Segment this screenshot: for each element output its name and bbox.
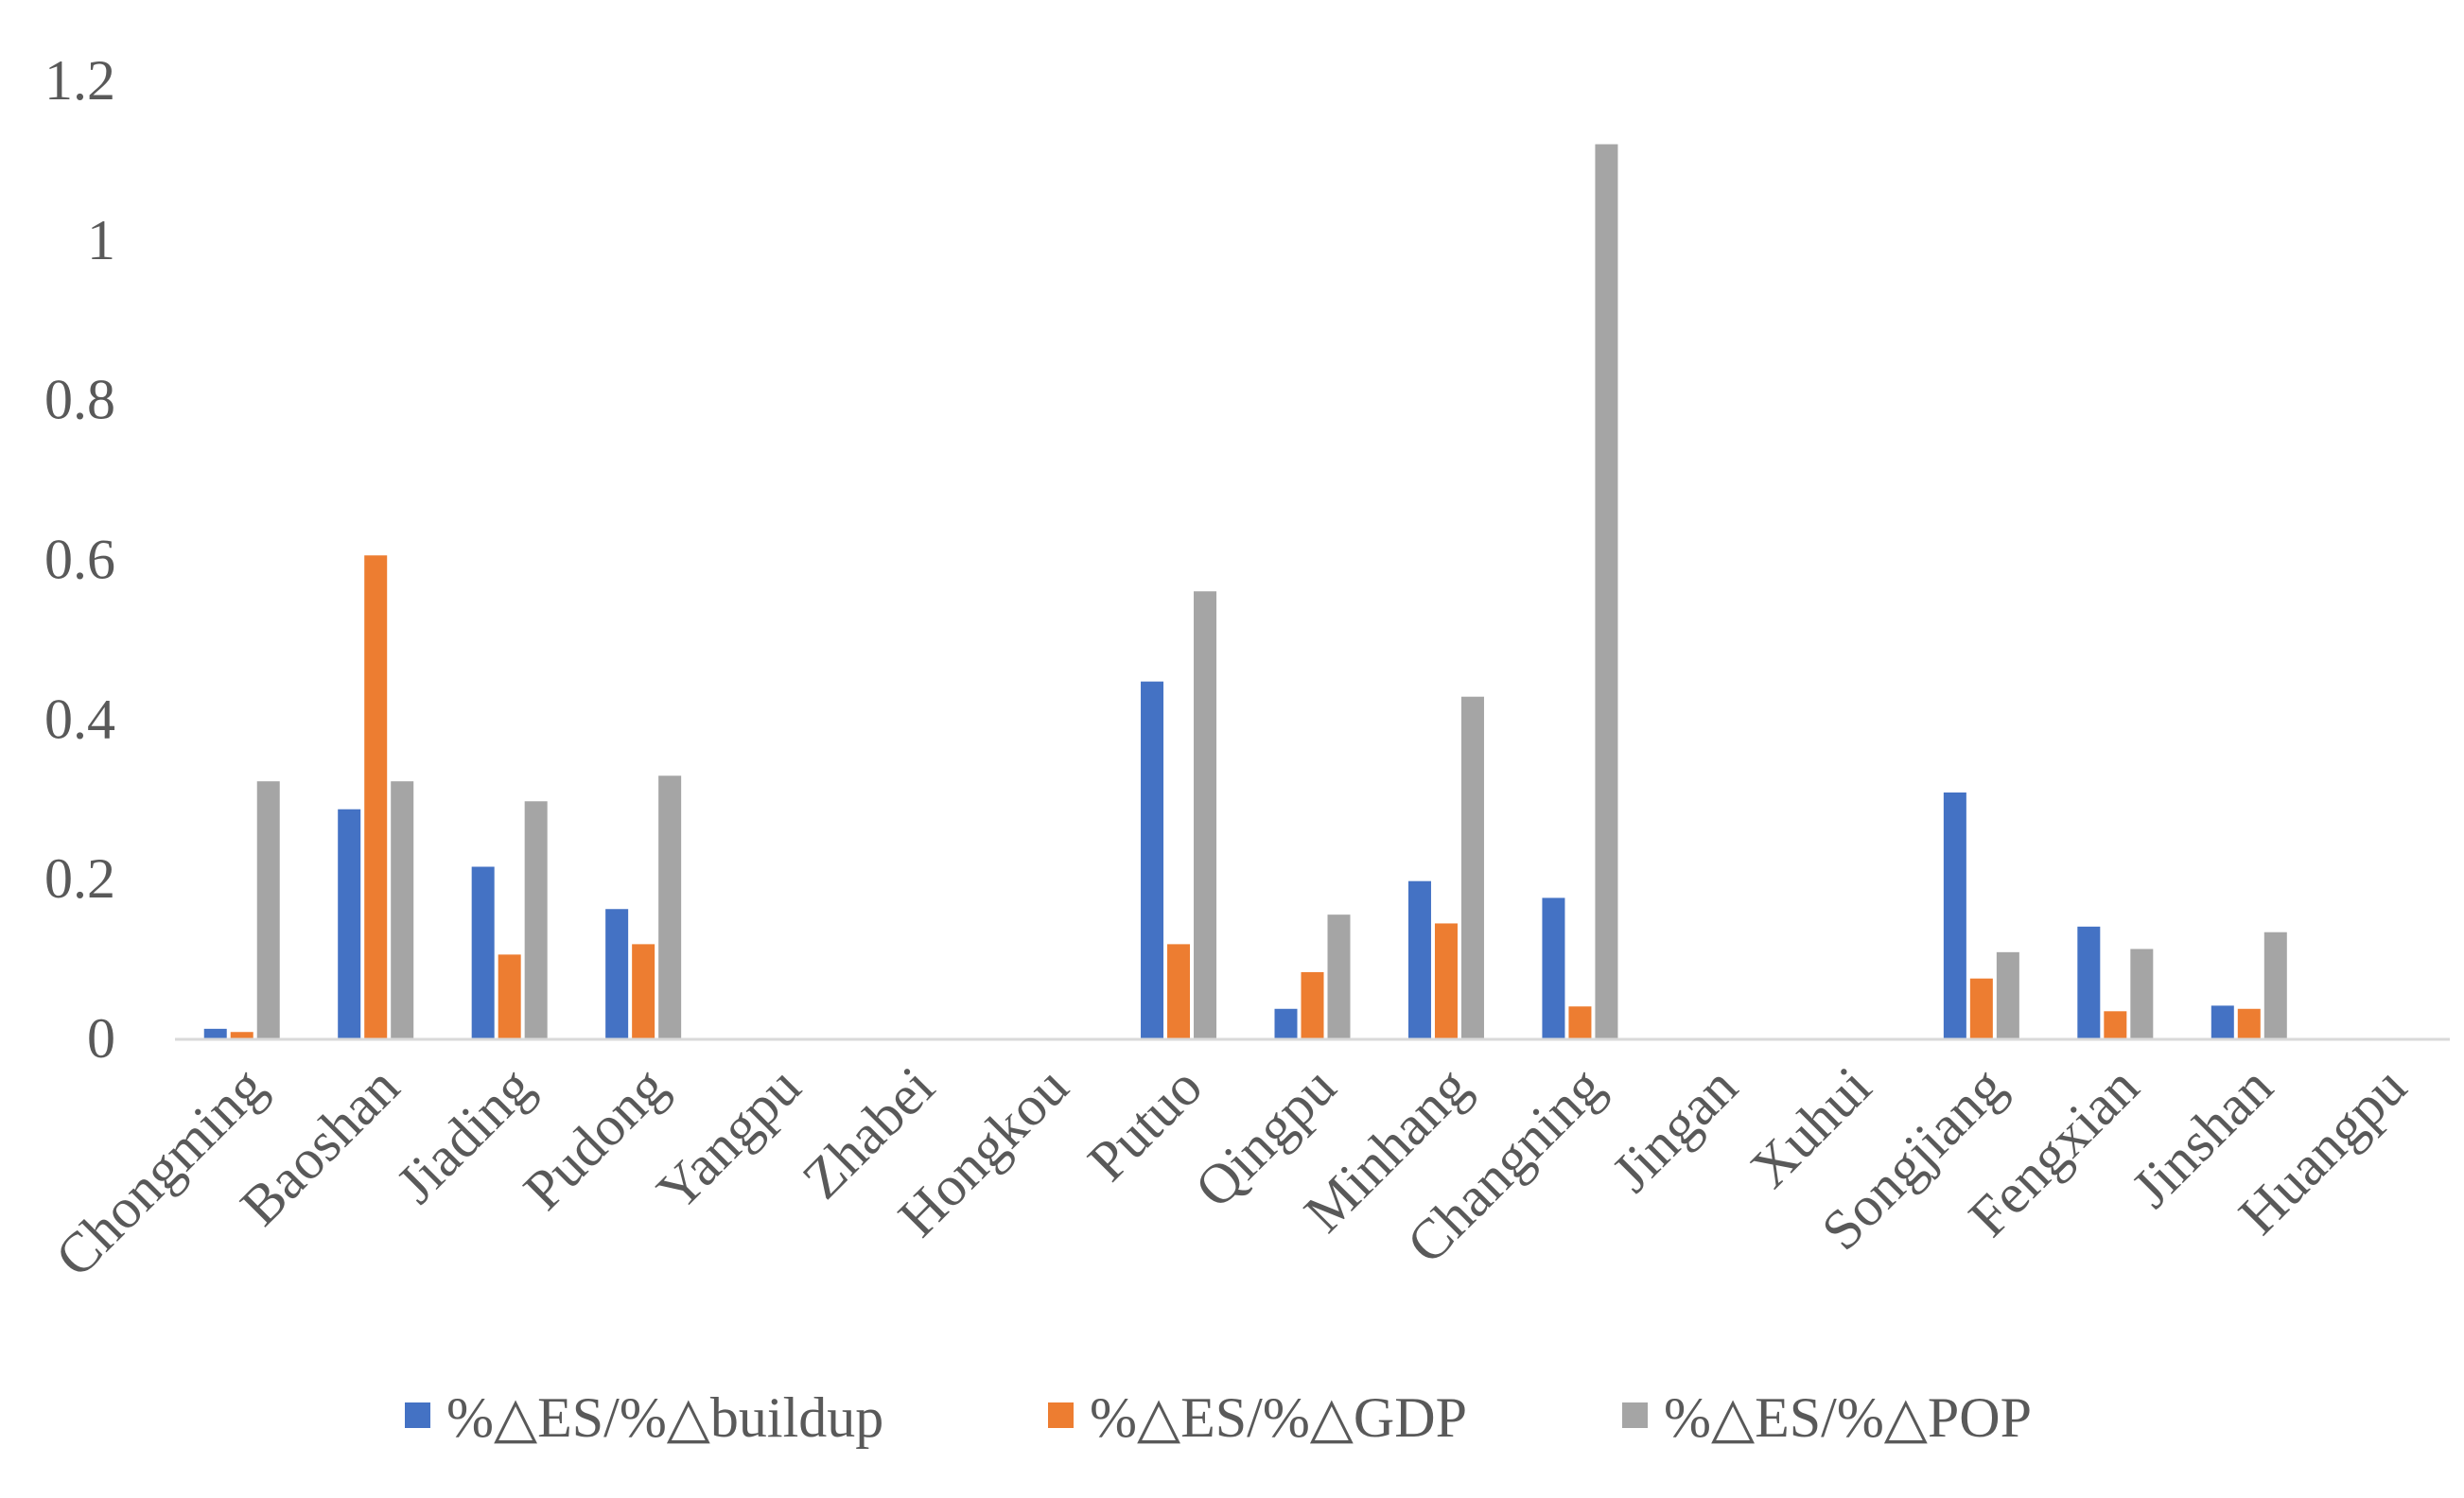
- bar: [1141, 681, 1164, 1038]
- y-tick-label: 1: [87, 209, 115, 271]
- y-tick-label: 0.2: [44, 847, 115, 910]
- bar: [658, 775, 682, 1038]
- x-tick-label: Jingan: [1600, 1055, 1749, 1204]
- bar: [498, 954, 521, 1038]
- y-tick-label: 1.2: [44, 49, 115, 112]
- legend-label: %△ES/%△GDP: [1090, 1386, 1467, 1449]
- bar: [203, 1028, 227, 1038]
- bar: [1460, 696, 1484, 1038]
- x-tick-label: Chongming: [44, 1055, 277, 1289]
- legend-label: %△ES/%△POP: [1664, 1386, 2032, 1449]
- legend-swatch: [1622, 1402, 1648, 1428]
- legend-label: %△ES/%△buildup: [446, 1386, 883, 1449]
- bar: [1568, 1006, 1592, 1038]
- bar: [1167, 944, 1191, 1038]
- bar: [391, 781, 414, 1038]
- bar: [2077, 926, 2101, 1038]
- legend-swatch: [405, 1402, 430, 1428]
- bar: [2130, 949, 2154, 1038]
- bar: [1595, 144, 1618, 1039]
- bar: [2104, 1011, 2127, 1038]
- x-tick-label: Pudong: [512, 1055, 678, 1222]
- x-axis-category-labels: ChongmingBaoshanJiadingPudongYangpuZhabe…: [44, 1055, 2419, 1289]
- bar: [1996, 951, 2019, 1038]
- bars: [203, 144, 2287, 1039]
- y-tick-label: 0.8: [44, 369, 115, 431]
- y-axis-ticks: 0 0.2 0.4 0.6 0.8 1 1.2: [44, 49, 115, 1070]
- bar: [605, 909, 629, 1038]
- bar: [1327, 914, 1351, 1038]
- x-tick-label: Yangpu: [645, 1055, 813, 1223]
- bar: [471, 866, 495, 1038]
- bar: [2263, 932, 2287, 1038]
- bar: [2211, 1005, 2234, 1038]
- bar: [1943, 792, 1966, 1038]
- legend: %△ES/%△buildup %△ES/%△GDP %△ES/%△POP: [405, 1386, 2032, 1449]
- bar: [1969, 978, 1993, 1038]
- y-tick-label: 0.4: [44, 688, 115, 750]
- x-tick-label: Jiading: [385, 1055, 545, 1215]
- bar: [1194, 591, 1217, 1038]
- y-tick-label: 0.6: [44, 529, 115, 591]
- bar: [1301, 971, 1324, 1038]
- bar: [632, 944, 655, 1038]
- y-tick-label: 0: [87, 1007, 115, 1070]
- bar: [364, 555, 388, 1038]
- legend-swatch: [1048, 1402, 1074, 1428]
- bar: [1407, 880, 1431, 1038]
- bar: [1434, 923, 1458, 1038]
- bar: [1274, 1008, 1298, 1038]
- bar: [524, 801, 548, 1038]
- bar: [338, 809, 361, 1038]
- bar: [1542, 897, 1565, 1038]
- bar: [256, 781, 280, 1038]
- bar: [2237, 1008, 2261, 1038]
- bar: [230, 1032, 253, 1038]
